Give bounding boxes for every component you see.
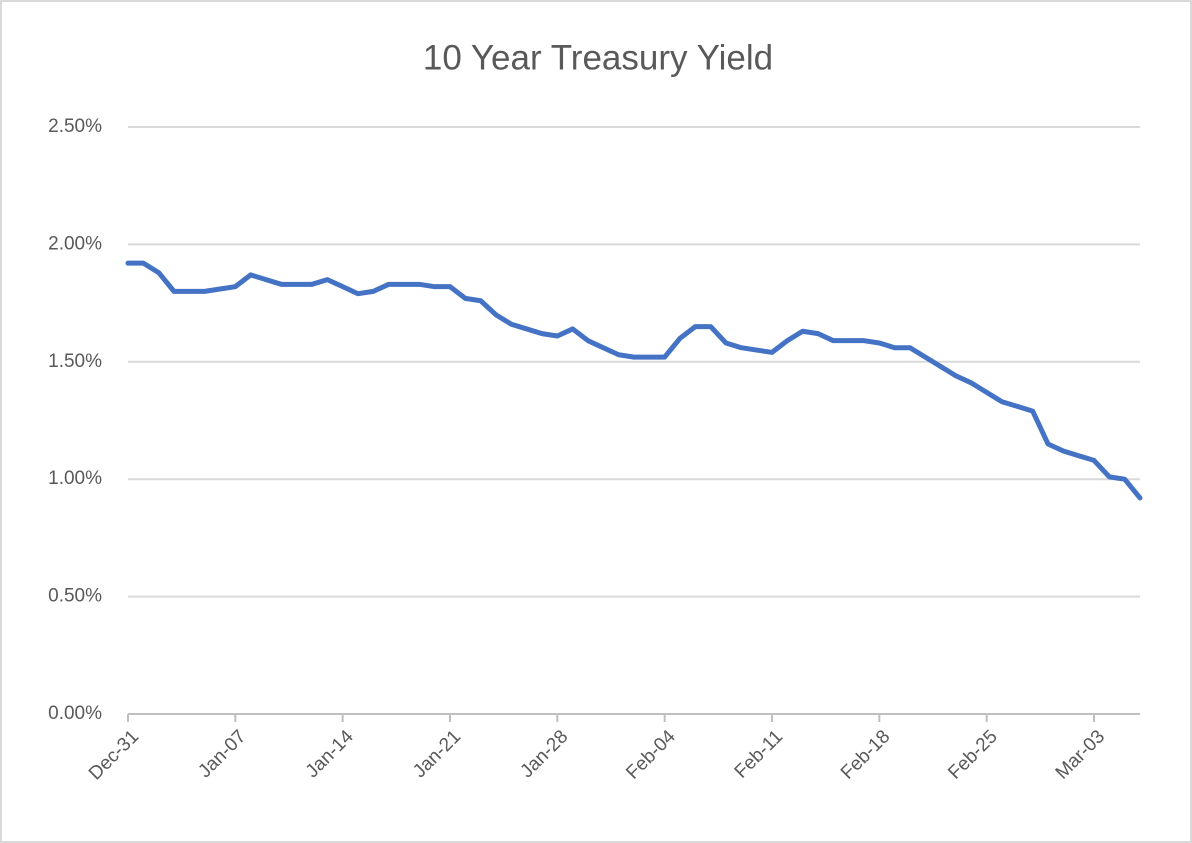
y-tick-label: 2.00% [48, 233, 102, 254]
chart-title: 10 Year Treasury Yield [423, 38, 773, 77]
y-tick-label: 2.50% [48, 116, 102, 137]
data-line [125, 260, 1143, 501]
y-tick-label: 0.00% [48, 703, 102, 724]
y-tick-label: 1.00% [48, 468, 102, 489]
y-tick-label: 1.50% [48, 351, 102, 372]
y-tick-label: 0.50% [48, 586, 102, 607]
